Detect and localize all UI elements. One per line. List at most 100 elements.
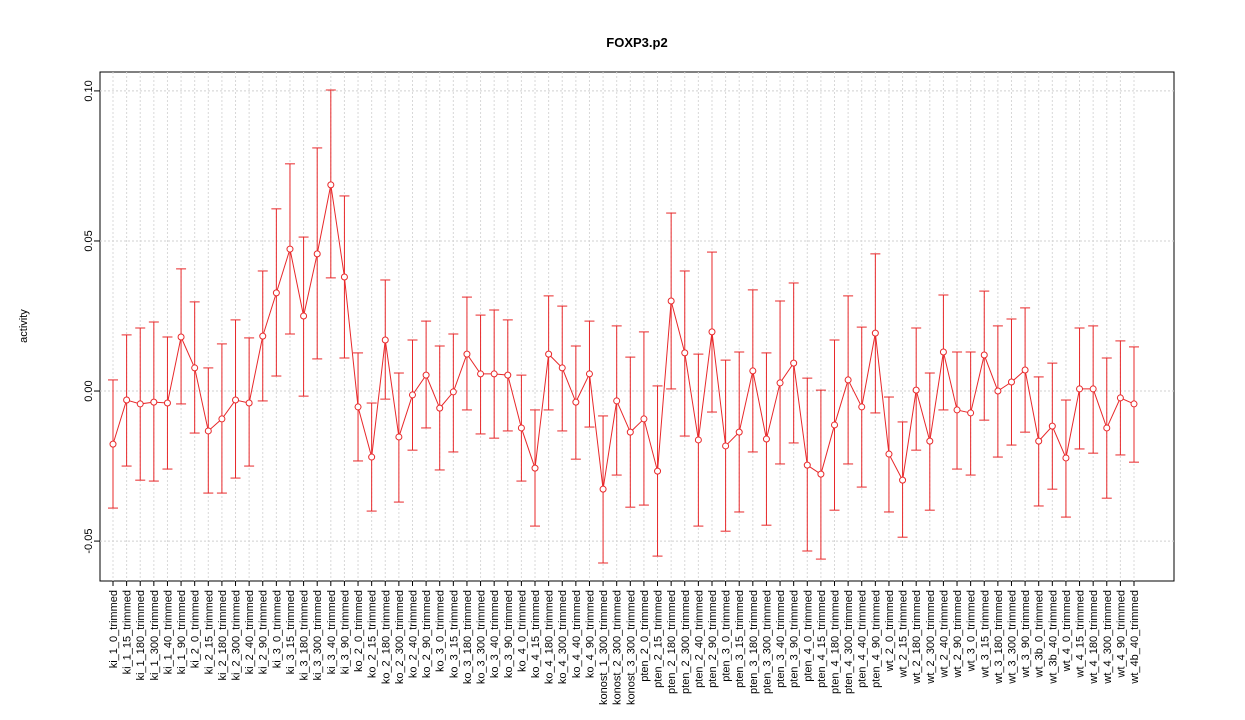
data-point [722, 442, 730, 450]
data-point [939, 348, 947, 356]
x-tick-label: pten_2_300_trimmed [680, 590, 692, 694]
data-point [109, 440, 117, 448]
x-tick-label: ki_3_40_trimmed [326, 590, 338, 674]
x-tick-label: pten_4_15_trimmed [816, 590, 828, 688]
x-tick-label: pten_3_90_trimmed [789, 590, 801, 688]
data-point [1076, 385, 1084, 393]
x-tick-label: ko_2_300_trimmed [394, 590, 406, 684]
x-tick-label: wt_3b_0_trimmed [1034, 590, 1046, 678]
data-point [123, 396, 131, 404]
data-point [504, 371, 512, 379]
data-point [354, 403, 362, 411]
x-tick-label: pten_4_90_trimmed [870, 590, 882, 688]
data-line [112, 184, 1135, 490]
x-tick-label: ki_1_40_trimmed [162, 590, 174, 674]
x-tick-label: ko_3_0_trimmed [435, 590, 447, 672]
x-tick-label: ki_1_90_trimmed [176, 590, 188, 674]
x-tick-label: ki_2_180_trimmed [217, 590, 229, 681]
data-point [381, 336, 389, 344]
x-tick-label: wt_4b_40_trimmed [1129, 590, 1141, 685]
data-point [1007, 378, 1015, 386]
data-point [463, 350, 471, 358]
x-tick-label: wt_2_180_trimmed [911, 590, 923, 685]
data-point [967, 409, 975, 417]
x-tick-label: wt_2_0_trimmed [884, 590, 896, 672]
x-tick-label: wt_4_300_trimmed [1102, 590, 1114, 685]
data-point [858, 403, 866, 411]
data-point [803, 461, 811, 469]
x-tick-label: wt_3_15_trimmed [979, 590, 991, 678]
data-point [1062, 454, 1070, 462]
data-point [953, 406, 961, 414]
data-point [749, 367, 757, 375]
x-tick-label: pten_2_15_trimmed [653, 590, 665, 688]
x-tick-label: wt_4_15_trimmed [1075, 590, 1087, 678]
x-tick-label: pten_2_40_trimmed [693, 590, 705, 688]
x-tick-label: wt_3_180_trimmed [993, 590, 1005, 685]
x-tick-label: ko_2_15_trimmed [367, 590, 379, 678]
data-point [667, 297, 675, 305]
x-tick-label: pten_2_0_trimmed [639, 590, 651, 682]
x-tick-label: ko_3_40_trimmed [489, 590, 501, 678]
x-tick-label: ko_4_300_trimmed [557, 590, 569, 684]
x-tick-label: pten_3_40_trimmed [775, 590, 787, 688]
data-point [422, 371, 430, 379]
x-tick-label: pten_2_180_trimmed [666, 590, 678, 694]
data-point [232, 396, 240, 404]
data-point [436, 404, 444, 412]
x-tick-label: ko_4_0_trimmed [516, 590, 528, 672]
x-tick-label: ko_4_90_trimmed [584, 590, 596, 678]
data-point [871, 329, 879, 337]
y-tick-label: 0.05 [83, 230, 95, 251]
data-point [558, 364, 566, 372]
x-tick-label: ki_2_90_trimmed [258, 590, 270, 674]
data-point [626, 428, 634, 436]
plot-frame [99, 71, 1175, 582]
data-point [272, 289, 280, 297]
data-point [340, 273, 348, 281]
data-point [844, 376, 852, 384]
data-point [681, 349, 689, 357]
x-tick-label: wt_3_300_trimmed [1006, 590, 1018, 685]
x-tick-label: pten_2_90_trimmed [707, 590, 719, 688]
x-tick-label: konost_3_300_trimmed [625, 590, 637, 705]
data-point [218, 415, 226, 423]
x-tick-label: konost_2_300_trimmed [612, 590, 624, 705]
data-point [994, 387, 1002, 395]
data-point [654, 467, 662, 475]
data-point [585, 370, 593, 378]
data-point [735, 428, 743, 436]
x-tick-label: wt_4_0_trimmed [1061, 590, 1073, 672]
y-tick-label: 0.10 [83, 80, 95, 101]
x-tick-label: ki_3_180_trimmed [299, 590, 311, 681]
x-tick-label: ko_2_180_trimmed [380, 590, 392, 684]
data-point [286, 245, 294, 253]
chart-title: FOXP3.p2 [606, 35, 667, 50]
data-point [259, 332, 267, 340]
data-point [980, 351, 988, 359]
data-point [245, 399, 253, 407]
x-tick-label: ki_2_15_trimmed [203, 590, 215, 674]
data-point [517, 424, 525, 432]
x-tick-label: pten_4_300_trimmed [843, 590, 855, 694]
x-tick-label: ko_2_40_trimmed [407, 590, 419, 678]
data-point [613, 397, 621, 405]
x-tick-label: ki_2_300_trimmed [231, 590, 243, 681]
x-tick-label: pten_3_300_trimmed [761, 590, 773, 694]
data-point [572, 398, 580, 406]
x-tick-label: ki_1_180_trimmed [135, 590, 147, 681]
x-tick-label: ki_3_300_trimmed [312, 590, 324, 681]
data-point [708, 328, 716, 336]
data-point [191, 364, 199, 372]
x-tick-label: wt_2_40_trimmed [938, 590, 950, 678]
x-tick-label: ki_3_90_trimmed [339, 590, 351, 674]
x-tick-label: ko_3_300_trimmed [476, 590, 488, 684]
data-point [327, 181, 335, 189]
data-point [204, 427, 212, 435]
data-point [490, 370, 498, 378]
data-point [926, 437, 934, 445]
x-tick-label: wt_2_90_trimmed [952, 590, 964, 678]
x-tick-label: ko_2_90_trimmed [421, 590, 433, 678]
data-point [395, 433, 403, 441]
data-point [885, 450, 893, 458]
